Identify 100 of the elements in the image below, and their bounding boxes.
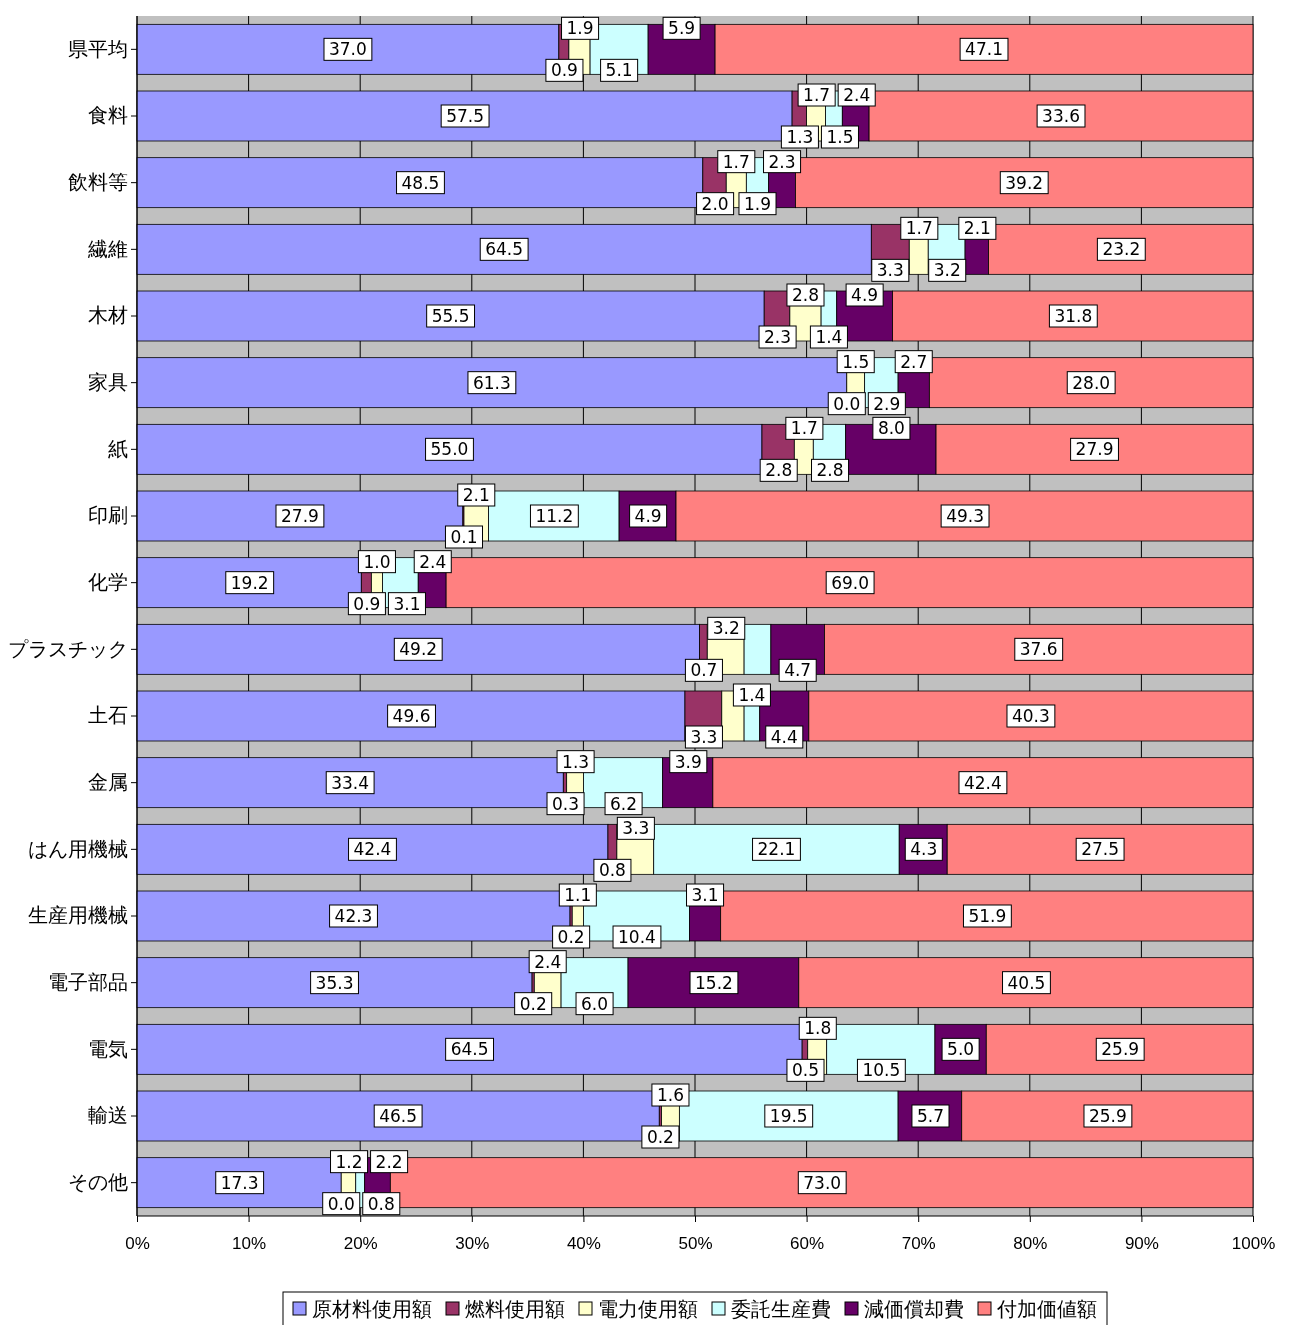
annotation: 2.4 [534, 951, 562, 972]
annotation: 0.2 [557, 927, 585, 947]
annotation: 40.5 [1007, 972, 1046, 993]
annotation: 4.9 [851, 285, 879, 305]
annotation: 49.6 [392, 706, 431, 726]
annotation: 3.3 [876, 260, 904, 281]
annotation: 31.8 [1054, 306, 1093, 326]
annotation: 0.3 [552, 793, 580, 814]
annotation: 64.5 [485, 239, 524, 260]
x-tick-label: 30% [455, 1233, 490, 1253]
annotation: 15.2 [695, 972, 733, 993]
y-tick-label: 県平均 [68, 37, 128, 60]
annotation: 69.0 [831, 572, 870, 593]
annotation: 1.4 [815, 327, 843, 347]
y-tick-label: 生産用機械 [28, 904, 128, 927]
annotation: 6.0 [581, 993, 609, 1014]
annotation: 25.9 [1101, 1039, 1140, 1060]
annotation: 1.9 [743, 193, 772, 214]
legend-label: 委託生産費 [731, 1297, 831, 1321]
annotation: 3.2 [712, 618, 740, 639]
annotation: 46.5 [379, 1106, 418, 1126]
annotation: 33.6 [1042, 106, 1080, 126]
annotation: 0.9 [550, 60, 578, 81]
annotation: 0.7 [690, 660, 718, 681]
annotation: 11.2 [535, 506, 574, 526]
annotation: 37.6 [1019, 639, 1058, 660]
annotation: 19.2 [230, 572, 269, 593]
y-tick-label: 繊維 [87, 237, 128, 260]
annotation: 4.7 [784, 660, 812, 681]
annotation: 2.3 [764, 327, 792, 347]
x-tick-label: 20% [343, 1233, 378, 1253]
x-tick-label: 60% [790, 1233, 825, 1253]
annotation: 28.0 [1072, 372, 1111, 393]
annotation: 3.3 [690, 727, 718, 747]
annotation: 0.2 [646, 1127, 674, 1147]
annotation: 49.3 [946, 506, 984, 526]
legend-label: 電力使用額 [598, 1297, 698, 1321]
y-tick-label: 土石 [88, 704, 128, 727]
annotation: 2.4 [843, 85, 871, 105]
annotation: 1.8 [804, 1018, 832, 1039]
x-tick-label: 80% [1013, 1233, 1048, 1253]
annotation: 57.5 [446, 106, 485, 126]
annotation: 1.3 [562, 751, 590, 772]
annotation: 40.3 [1011, 706, 1050, 726]
annotation: 1.7 [790, 418, 818, 439]
x-tick-label: 10% [232, 1233, 267, 1253]
annotation: 0.0 [327, 1193, 355, 1214]
annotation: 49.2 [399, 639, 438, 660]
y-tick-label: 印刷 [88, 504, 128, 527]
annotation: 0.5 [791, 1060, 820, 1081]
annotation: 73.0 [803, 1172, 842, 1193]
annotation: 23.2 [1102, 239, 1141, 260]
annotation: 1.7 [905, 218, 933, 239]
annotation: 55.0 [430, 439, 469, 460]
annotation: 27.9 [281, 506, 319, 526]
annotation: 1.9 [566, 18, 594, 39]
annotation: 2.2 [375, 1151, 403, 1172]
annotation: 6.2 [610, 793, 638, 814]
annotation: 2.1 [462, 485, 490, 505]
x-tick-label: 0% [125, 1233, 150, 1253]
annotation: 2.4 [419, 551, 447, 572]
annotation: 4.9 [634, 506, 662, 526]
legend-label: 原材料使用額 [312, 1297, 432, 1321]
annotation: 25.9 [1088, 1106, 1127, 1126]
annotation: 2.8 [791, 285, 820, 305]
annotation: 4.4 [770, 727, 798, 747]
legend-label: 付加価値額 [996, 1297, 1097, 1321]
annotation: 42.4 [353, 839, 392, 860]
annotation: 55.5 [431, 306, 470, 326]
y-tick-label: はん用機械 [28, 837, 128, 860]
annotation: 27.5 [1081, 839, 1120, 860]
legend-label: 燃料使用額 [465, 1297, 565, 1321]
annotation: 61.3 [472, 372, 511, 393]
x-tick-label: 70% [901, 1233, 936, 1253]
annotation: 3.3 [622, 818, 650, 839]
annotation: 5.9 [668, 18, 696, 39]
y-tick-label: その他 [68, 1171, 128, 1194]
annotation: 0.0 [833, 393, 861, 414]
annotation: 1.7 [722, 151, 750, 172]
annotation: 5.7 [916, 1106, 944, 1126]
x-tick-label: 50% [678, 1233, 713, 1253]
annotation: 42.3 [334, 906, 373, 926]
annotation: 1.1 [564, 885, 592, 905]
annotation: 1.0 [363, 551, 391, 572]
annotation: 0.8 [367, 1193, 395, 1214]
y-tick-label: 食料 [88, 104, 128, 127]
y-tick-label: 飲料等 [68, 171, 128, 194]
x-tick-label: 40% [566, 1233, 601, 1253]
annotation: 27.9 [1075, 439, 1114, 460]
y-tick-label: 電気 [88, 1037, 128, 1060]
annotation: 8.0 [877, 418, 905, 439]
y-tick-label: 木材 [88, 304, 128, 327]
annotation: 35.3 [315, 972, 354, 993]
y-tick-label: 紙 [108, 437, 128, 460]
annotation: 3.1 [393, 593, 421, 614]
y-tick-label: 電子部品 [48, 971, 128, 994]
y-tick-label: 化学 [88, 571, 128, 594]
annotation: 37.0 [328, 39, 367, 60]
legend-label: 減価償却費 [864, 1297, 964, 1321]
annotation: 0.1 [450, 527, 478, 547]
